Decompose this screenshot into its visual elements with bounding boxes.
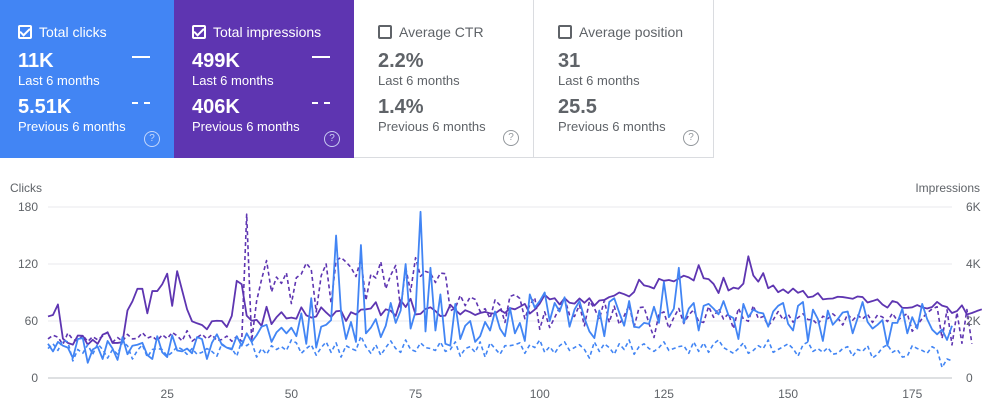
card-title: Average position [579, 24, 684, 40]
grid-lines [48, 206, 952, 379]
help-icon[interactable]: ? [324, 131, 340, 147]
checkbox-unchecked-icon[interactable] [558, 25, 572, 39]
right-tick-label: 4K [966, 257, 981, 271]
current-value: 31 [558, 50, 581, 72]
current-metric: 2.2% Last 6 months [378, 49, 460, 89]
total-impressions-card[interactable]: Total impressions 499K Last 6 months 406… [174, 0, 354, 158]
previous-value: 1.4% [378, 96, 424, 118]
card-title: Total clicks [39, 24, 107, 40]
x-tick-label: 100 [530, 387, 550, 401]
card-title: Average CTR [399, 24, 484, 40]
right-axis-ticks: 0 2K 4K 6K [966, 200, 981, 385]
solid-line-legend-icon [312, 56, 330, 58]
right-tick-label: 2K [966, 314, 981, 328]
left-tick-label: 60 [25, 314, 39, 328]
solid-line-legend-icon [132, 56, 150, 58]
previous-period-label: Previous 6 months [378, 119, 486, 134]
left-axis-ticks: 0 60 120 180 [18, 200, 38, 385]
help-icon[interactable]: ? [683, 130, 699, 146]
left-tick-label: 0 [31, 371, 38, 385]
left-tick-label: 120 [18, 257, 38, 271]
card-header: Total impressions [192, 24, 354, 40]
x-axis-ticks: 25 50 75 100 125 150 175 [161, 387, 923, 401]
previous-period-label: Previous 6 months [192, 119, 300, 134]
x-tick-label: 25 [161, 387, 175, 401]
left-tick-label: 180 [18, 200, 38, 214]
checkbox-unchecked-icon[interactable] [378, 25, 392, 39]
current-metric: 499K Last 6 months [192, 49, 274, 89]
current-metric: 11K Last 6 months [18, 49, 100, 89]
current-period-label: Last 6 months [18, 73, 100, 88]
previous-metric: 5.51K Previous 6 months [18, 95, 126, 135]
previous-metric: 25.5 Previous 6 months [558, 95, 666, 135]
clicks-current-line [47, 210, 953, 364]
right-tick-label: 6K [966, 200, 981, 214]
card-header: Total clicks [18, 24, 174, 40]
right-tick-label: 0 [966, 371, 973, 385]
current-value: 11K [18, 50, 54, 72]
clicks-previous-line [47, 335, 953, 369]
average-ctr-card[interactable]: Average CTR 2.2% Last 6 months 1.4% Prev… [354, 0, 534, 158]
card-header: Average CTR [378, 24, 533, 40]
metric-cards: Total clicks 11K Last 6 months 5.51K Pre… [0, 0, 989, 158]
card-title: Total impressions [213, 24, 322, 40]
previous-value: 406K [192, 96, 240, 118]
x-tick-label: 125 [654, 387, 674, 401]
previous-metric: 1.4% Previous 6 months [378, 95, 486, 135]
checkbox-checked-icon[interactable] [192, 25, 206, 39]
current-period-label: Last 6 months [558, 73, 640, 88]
series-lines [47, 210, 983, 369]
left-axis-title: Clicks [10, 181, 42, 195]
x-tick-label: 150 [778, 387, 798, 401]
card-header: Average position [558, 24, 713, 40]
dashed-line-legend-icon [132, 102, 150, 104]
dashed-line-legend-icon [312, 102, 330, 104]
total-clicks-card[interactable]: Total clicks 11K Last 6 months 5.51K Pre… [0, 0, 174, 158]
current-metric: 31 Last 6 months [558, 49, 640, 89]
previous-period-label: Previous 6 months [558, 119, 666, 134]
current-value: 499K [192, 50, 240, 72]
current-period-label: Last 6 months [378, 73, 460, 88]
impressions-current-line [47, 255, 983, 346]
checkbox-checked-icon[interactable] [18, 25, 32, 39]
help-icon[interactable]: ? [144, 131, 160, 147]
performance-line-chart[interactable]: Clicks Impressions 25 50 75 100 125 150 175 0 6… [0, 170, 989, 413]
average-position-card[interactable]: Average position 31 Last 6 months 25.5 P… [534, 0, 714, 158]
current-period-label: Last 6 months [192, 73, 274, 88]
current-value: 2.2% [378, 50, 424, 72]
previous-period-label: Previous 6 months [18, 119, 126, 134]
right-axis-title: Impressions [915, 181, 980, 195]
x-tick-label: 50 [285, 387, 299, 401]
help-icon[interactable]: ? [503, 130, 519, 146]
previous-value: 5.51K [18, 96, 72, 118]
previous-value: 25.5 [558, 96, 597, 118]
previous-metric: 406K Previous 6 months [192, 95, 300, 135]
x-tick-label: 75 [409, 387, 423, 401]
x-tick-label: 175 [902, 387, 922, 401]
